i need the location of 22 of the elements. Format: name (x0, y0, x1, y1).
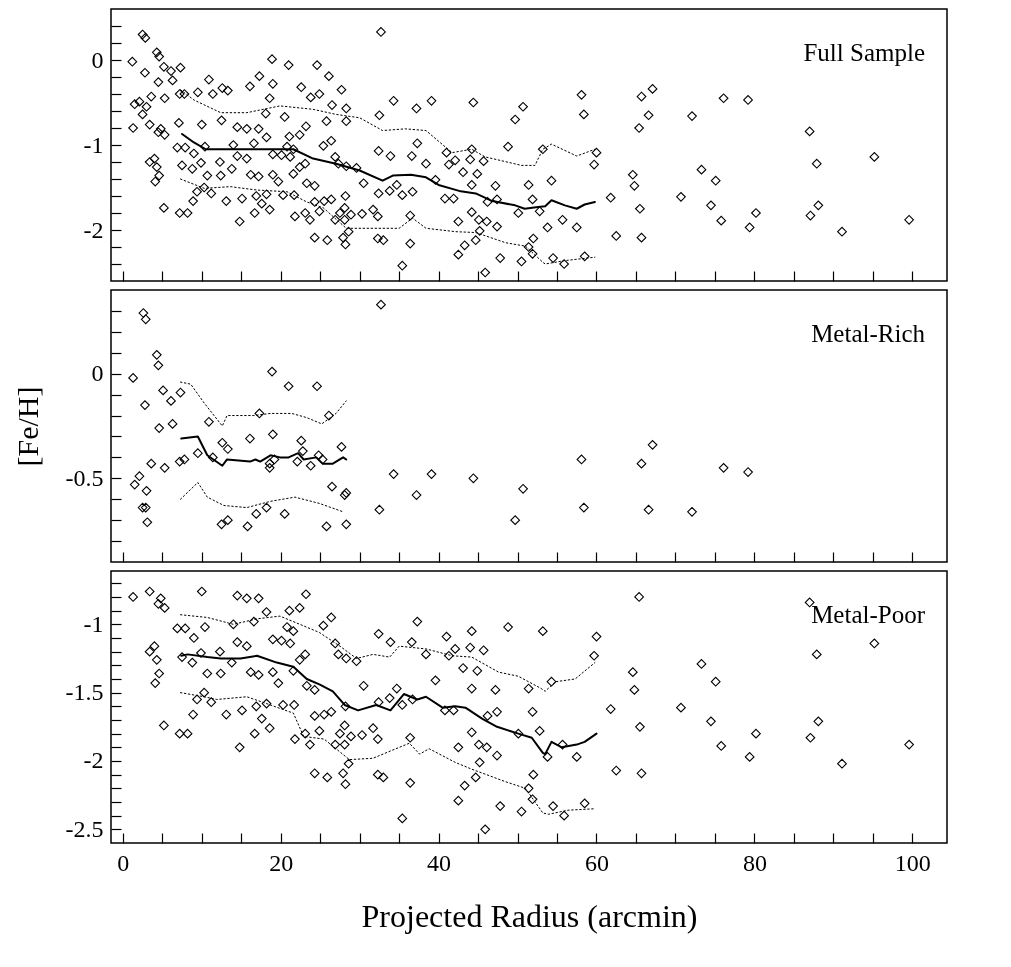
y-tick-label: -2 (83, 747, 104, 774)
y-tick-label: -2.5 (65, 815, 104, 842)
x-tick-label: 40 (427, 849, 452, 876)
x-tick-label: 100 (894, 849, 931, 876)
y-tick-label: 0 (91, 360, 104, 387)
x-tick-label: 80 (742, 849, 767, 876)
y-axis-title: [Fe/H] (10, 386, 44, 467)
x-tick-label: 20 (269, 849, 294, 876)
line-series (179, 381, 347, 427)
annotation: Metal-Poor (811, 601, 926, 628)
annotation: Metal-Rich (811, 320, 926, 347)
line-series (179, 481, 344, 513)
x-tick-label: 0 (117, 849, 130, 876)
y-tick-label: -1 (83, 131, 104, 158)
y-tick-label: -0.5 (65, 464, 104, 491)
y-tick-label: -2 (83, 216, 104, 243)
x-tick-label: 60 (585, 849, 609, 876)
y-tick-label: -1 (83, 610, 104, 637)
y-tick-label: -1.5 (65, 679, 104, 706)
annotation: Full Sample (803, 39, 925, 66)
x-axis-title: Projected Radius (arcmin) (361, 897, 698, 934)
y-tick-label: 0 (91, 46, 104, 73)
